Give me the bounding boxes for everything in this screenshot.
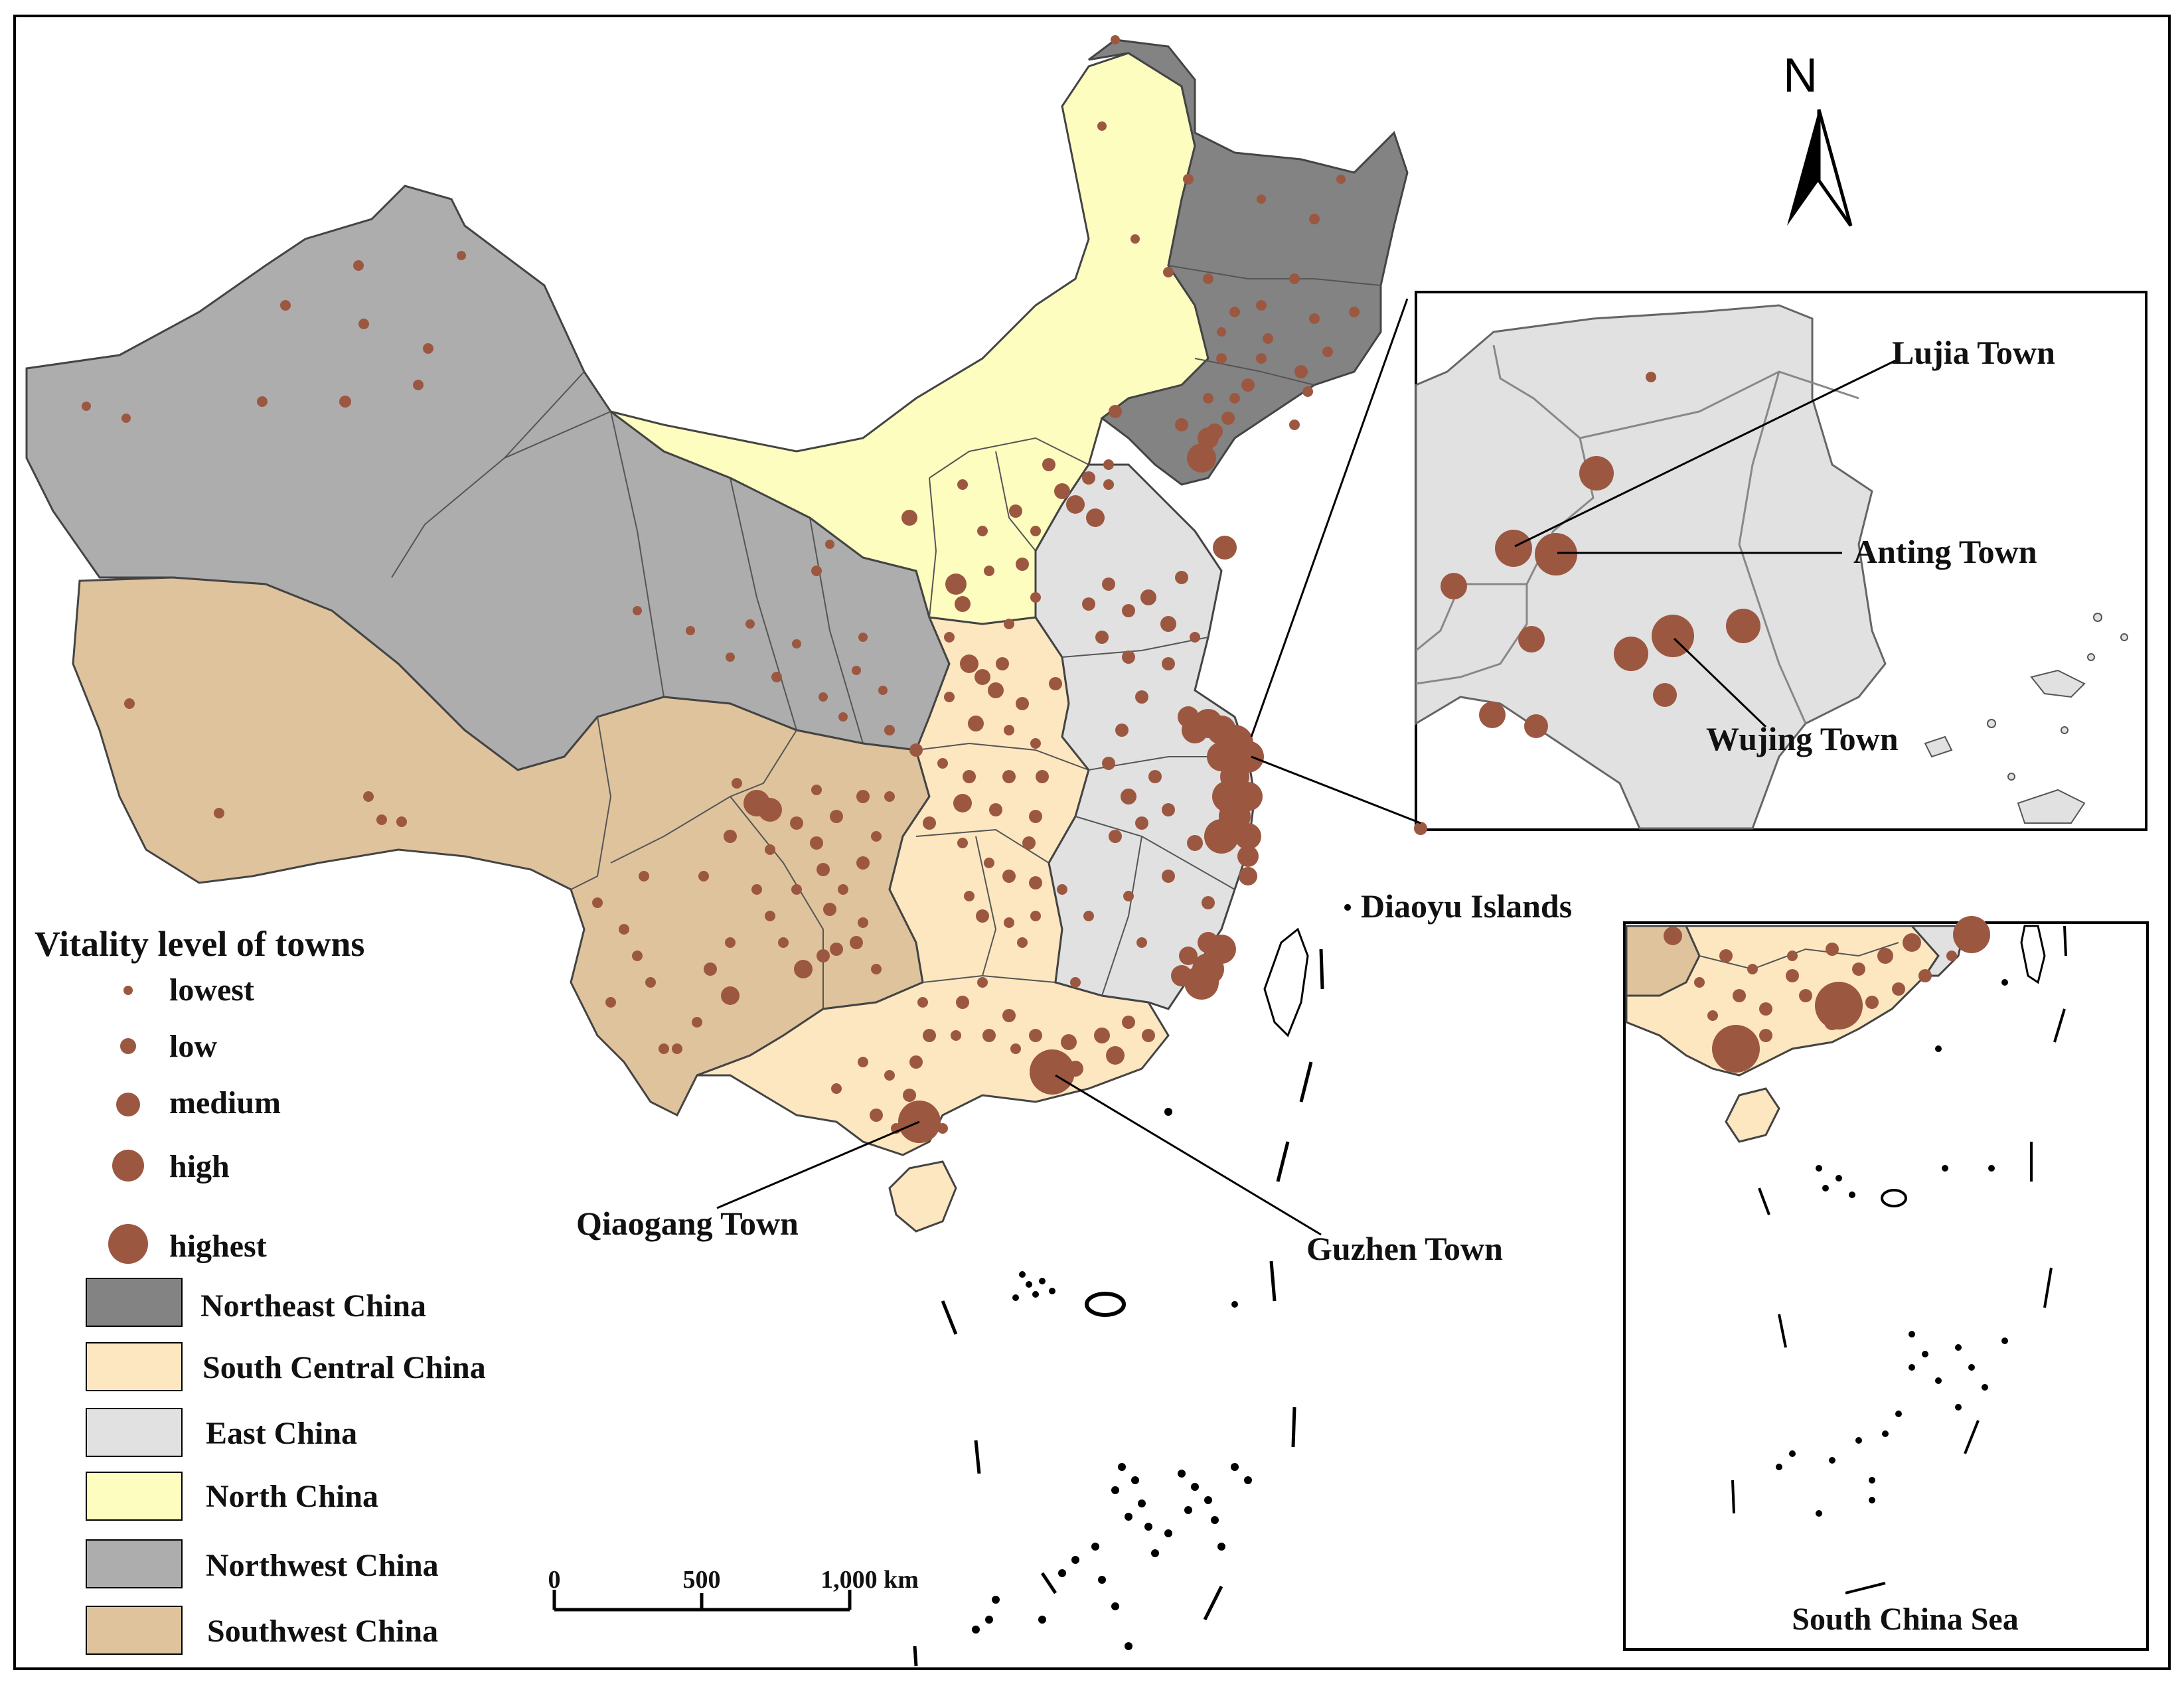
- legend: Vitality level of towns lowest low mediu…: [35, 924, 486, 1655]
- province-boundaries-northeast: [1168, 265, 1381, 386]
- callout-qiaogang-town: Qiaogang Town: [576, 1205, 799, 1242]
- legend-region-north: North China: [206, 1479, 378, 1514]
- province-boundaries-southwest: [570, 716, 824, 1009]
- legend-swatch-north: [86, 1472, 183, 1521]
- legend-label-highest: highest: [169, 1229, 267, 1264]
- south-china-sea-islands-main: [972, 1108, 1252, 1650]
- legend-label-high: high: [169, 1149, 230, 1184]
- leader-qiaogang: [716, 1120, 920, 1209]
- inset-leader-upper: [1250, 298, 1409, 737]
- scale-bar: 0 500 1,000 km: [548, 1566, 919, 1612]
- legend-symbol-low: [120, 1038, 136, 1054]
- inset-label-south-china-sea: South China Sea: [1792, 1602, 2018, 1637]
- province-boundaries-south-central: [915, 742, 1089, 983]
- town-markers: [82, 35, 1360, 1143]
- north-arrow: N: [1783, 49, 1853, 227]
- legend-region-northwest: Northwest China: [206, 1548, 439, 1583]
- scale-tick-0: 0: [548, 1566, 561, 1594]
- callout-lujia-town: Lujia Town: [1892, 334, 2055, 371]
- south-china-sea-inset: South China Sea: [1623, 916, 2149, 1651]
- north-label: N: [1783, 49, 1818, 102]
- province-boundaries-east: [1061, 637, 1248, 996]
- region-taiwan: [1263, 927, 1309, 1037]
- legend-label-lowest: lowest: [169, 972, 254, 1008]
- diaoyu-islands-marker: [1344, 904, 1351, 911]
- legend-swatch-east: [86, 1408, 183, 1457]
- legend-symbol-medium: [116, 1093, 140, 1116]
- legend-label-medium: medium: [169, 1085, 281, 1120]
- legend-symbol-highest: [108, 1224, 148, 1264]
- callout-wujing-town: Wujing Town: [1706, 720, 1899, 757]
- leader-guzhen: [1055, 1074, 1322, 1236]
- province-boundaries-northwest: [391, 371, 864, 744]
- legend-region-southwest: Southwest China: [207, 1614, 438, 1649]
- shanghai-inset: Lujia Town Anting Town Wujing Town: [1414, 291, 2147, 835]
- legend-region-south-central: South Central China: [202, 1350, 486, 1385]
- callout-guzhen-town: Guzhen Town: [1306, 1230, 1503, 1267]
- legend-symbol-high: [112, 1150, 144, 1182]
- legend-region-east: East China: [206, 1416, 357, 1451]
- callout-diaoyu-islands: Diaoyu Islands: [1361, 887, 1572, 925]
- nine-dash-line-main: [913, 949, 1324, 1667]
- legend-label-low: low: [169, 1029, 217, 1064]
- legend-swatch-northwest: [86, 1539, 183, 1588]
- legend-swatch-northeast: [86, 1278, 183, 1327]
- scale-tick-1000-km: 1,000 km: [820, 1566, 919, 1594]
- province-boundaries-north: [929, 437, 1089, 618]
- scale-tick-500: 500: [683, 1566, 721, 1594]
- legend-swatch-southwest: [86, 1606, 183, 1655]
- legend-symbol-lowest: [123, 986, 133, 995]
- region-hainan: [888, 1160, 957, 1233]
- legend-swatch-south-central: [86, 1342, 183, 1391]
- legend-title: Vitality level of towns: [35, 924, 364, 964]
- callout-anting-town: Anting Town: [1853, 533, 2037, 570]
- legend-region-northeast: Northeast China: [200, 1288, 426, 1324]
- inset-leader-lower: [1251, 755, 1421, 824]
